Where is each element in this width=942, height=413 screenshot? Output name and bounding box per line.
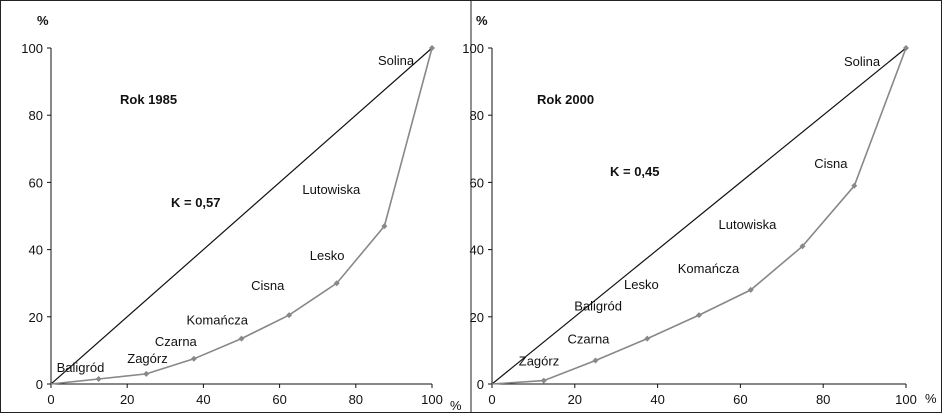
- x-tick-label: 60: [733, 392, 747, 407]
- data-point-marker: [143, 370, 150, 377]
- x-tick-label: 80: [816, 392, 830, 407]
- data-point-marker: [799, 243, 806, 250]
- y-tick-label: 20: [29, 310, 43, 325]
- data-point-marker: [540, 377, 547, 384]
- data-point-marker: [696, 312, 702, 319]
- point-label: Baligród: [57, 360, 105, 375]
- data-point-marker: [333, 280, 340, 287]
- x-tick-label: 40: [650, 392, 664, 407]
- point-label: Lutowiska: [302, 182, 361, 197]
- chart-title: Rok 2000: [537, 92, 594, 107]
- data-point-marker: [644, 335, 651, 342]
- data-point-marker: [286, 312, 293, 319]
- point-label: Lutowiska: [719, 217, 778, 232]
- data-point-marker: [95, 375, 102, 382]
- point-label: Komańcza: [678, 261, 740, 276]
- data-point-marker: [381, 223, 388, 230]
- data-point-marker: [238, 335, 245, 342]
- x-tick-label: 0: [47, 392, 54, 407]
- y-tick-label: 0: [477, 377, 484, 392]
- point-label: Czarna: [568, 331, 611, 346]
- chart-panel-2: 0 20 40 60 80 100 0 20 40 60 80 100%% Zagórz Czarna Ba…: [462, 13, 937, 407]
- y-tick-label: 60: [29, 175, 43, 190]
- point-label: Solina: [844, 54, 881, 69]
- point-label: Cisna: [251, 278, 285, 293]
- point-label: Lesko: [624, 277, 659, 292]
- data-point-marker: [851, 182, 858, 189]
- concentration-coefficient: K = 0,45: [610, 164, 660, 179]
- y-tick-label: 20: [470, 310, 484, 325]
- chart-title: Rok 1985: [120, 92, 177, 107]
- x-tick-label: 60: [272, 392, 286, 407]
- point-label: Zagórz: [127, 351, 167, 366]
- point-label: Czarna: [155, 334, 198, 349]
- data-point-marker: [747, 286, 754, 293]
- equality-line: [491, 47, 907, 385]
- x-axis-label: %: [450, 398, 462, 413]
- data-point-marker: [903, 45, 909, 51]
- y-tick-label: 80: [29, 108, 43, 123]
- y-tick-label: 40: [29, 243, 43, 258]
- point-label: Lesko: [310, 248, 345, 263]
- x-tick-label: 0: [488, 392, 495, 407]
- data-point-marker: [429, 45, 435, 51]
- data-point-marker: [190, 355, 197, 362]
- x-axis-label: %: [925, 391, 937, 406]
- x-tick-label: 80: [349, 392, 363, 407]
- y-tick-label: 60: [470, 175, 484, 190]
- point-label: Zagórz: [519, 354, 559, 369]
- chart-panel-1: 0 20 40 60 80 100 0 20 40 60 80 100%% Baligród Zagórz…: [21, 13, 462, 413]
- y-axis-label: %: [476, 13, 488, 28]
- y-tick-label: 100: [21, 41, 43, 56]
- point-label: Cisna: [814, 156, 848, 171]
- x-tick-label: 100: [421, 392, 443, 407]
- y-axis-label: %: [37, 13, 49, 28]
- concentration-coefficient: K = 0,57: [171, 195, 221, 210]
- point-label: Komańcza: [187, 313, 249, 328]
- x-tick-label: 20: [120, 392, 134, 407]
- equality-line: [50, 47, 433, 385]
- data-point-marker: [592, 357, 599, 364]
- y-tick-label: 0: [36, 377, 43, 392]
- x-tick-label: 100: [895, 392, 917, 407]
- y-tick-label: 40: [470, 243, 484, 258]
- y-tick-label: 100: [462, 41, 484, 56]
- point-label: Baligród: [574, 299, 622, 314]
- x-tick-label: 20: [568, 392, 582, 407]
- y-tick-label: 80: [470, 108, 484, 123]
- point-label: Solina: [378, 53, 415, 68]
- x-tick-label: 40: [196, 392, 210, 407]
